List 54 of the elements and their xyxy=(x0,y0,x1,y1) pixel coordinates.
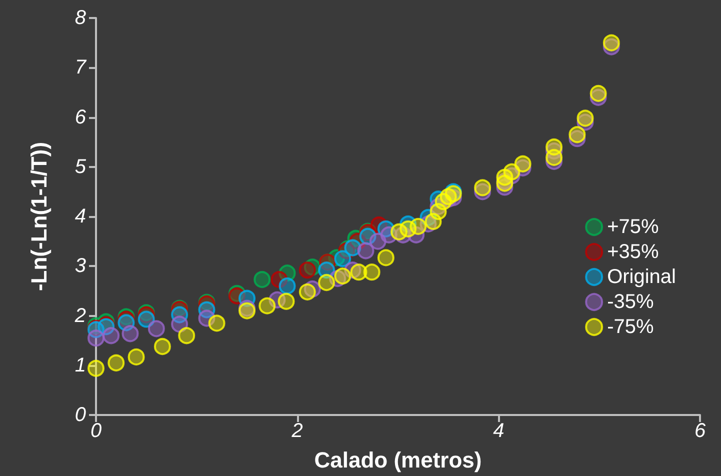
point xyxy=(363,264,380,281)
point xyxy=(546,138,563,156)
y-tick-label: 0 xyxy=(74,404,86,426)
point xyxy=(278,292,295,310)
point xyxy=(254,271,271,288)
point xyxy=(602,34,620,52)
y-tick-label: 2 xyxy=(74,304,86,327)
y-axis-title: -Ln(-Ln(1-1/T)) xyxy=(26,142,52,292)
point xyxy=(318,274,336,291)
y-tick-label: 3 xyxy=(74,255,86,278)
y-tick-label: 6 xyxy=(74,106,87,128)
point xyxy=(102,327,120,344)
point xyxy=(334,268,352,285)
point xyxy=(568,126,586,144)
y-tick-label: 5 xyxy=(74,156,87,178)
point xyxy=(344,239,362,256)
legend-label: +75% xyxy=(607,216,660,238)
legend-label: -35% xyxy=(607,291,654,313)
x-tick-label: 0 xyxy=(90,420,102,442)
point xyxy=(138,310,155,328)
legend-label: Original xyxy=(607,266,676,288)
point xyxy=(208,314,226,332)
point xyxy=(514,155,532,172)
y-tick-label: 1 xyxy=(74,354,86,376)
point xyxy=(377,249,394,266)
point xyxy=(171,316,188,333)
point xyxy=(88,360,104,377)
point xyxy=(357,242,374,260)
point xyxy=(154,338,171,356)
y-tick-label: 7 xyxy=(74,56,87,79)
point xyxy=(298,283,316,300)
y-tick-label: 4 xyxy=(74,206,86,228)
point xyxy=(258,297,276,314)
x-tick-label: 2 xyxy=(290,420,303,442)
x-tick-label: 4 xyxy=(493,420,504,442)
point xyxy=(410,218,427,235)
point xyxy=(474,179,492,196)
point xyxy=(503,163,520,180)
x-tick-label: 6 xyxy=(694,420,706,442)
point xyxy=(278,277,296,294)
legend-label: +35% xyxy=(607,241,660,263)
y-tick-label: 8 xyxy=(74,7,86,29)
point xyxy=(178,327,196,344)
point xyxy=(590,84,607,102)
legend-label: -75% xyxy=(607,316,654,338)
point xyxy=(148,320,165,338)
point xyxy=(128,348,145,366)
point xyxy=(334,250,352,268)
x-axis-title: Calado (metros) xyxy=(314,448,482,472)
point xyxy=(298,262,316,279)
point xyxy=(88,330,104,347)
point xyxy=(122,325,139,342)
point xyxy=(108,354,125,372)
point xyxy=(576,110,594,127)
